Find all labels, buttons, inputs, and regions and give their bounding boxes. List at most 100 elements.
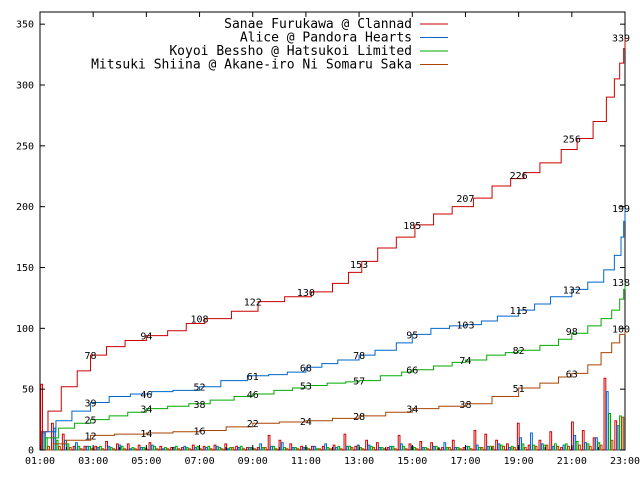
hourly-bar — [321, 445, 325, 451]
hourly-bar — [348, 445, 352, 451]
hourly-bar — [53, 427, 57, 451]
hourly-bar — [263, 447, 267, 451]
data-label: 153 — [350, 260, 368, 271]
hourly-bar — [174, 445, 178, 451]
data-label: 82 — [513, 346, 525, 357]
data-label: 34 — [406, 405, 418, 416]
hourly-bar — [359, 447, 362, 451]
hourly-bar — [220, 448, 224, 451]
hourly-bar — [291, 447, 295, 451]
hourly-bar — [207, 445, 211, 451]
hourly-bar — [133, 448, 137, 451]
hourly-bar — [55, 439, 59, 451]
data-label: 68 — [300, 363, 312, 374]
hourly-bar — [164, 447, 167, 451]
hourly-bar — [369, 445, 373, 451]
y-tick-label: 250 — [16, 141, 34, 152]
hourly-bar — [365, 439, 368, 451]
hourly-bar — [608, 413, 612, 451]
hourly-bar — [300, 445, 303, 451]
hourly-bar — [380, 447, 384, 451]
hourly-bar — [328, 448, 332, 451]
hourly-bar — [42, 432, 46, 451]
hourly-bar — [554, 443, 557, 451]
hourly-bar — [473, 430, 477, 451]
hourly-bar — [248, 447, 252, 451]
legend-label: Mitsuki Shiina @ Akane-iro Ni Somaru Sak… — [91, 58, 412, 73]
hourly-bar — [337, 445, 341, 451]
data-label: 130 — [297, 288, 315, 299]
data-label: 12 — [84, 431, 96, 442]
hourly-bar — [326, 447, 330, 451]
hourly-bar — [137, 444, 141, 451]
hourly-bar — [595, 437, 598, 451]
data-label: 24 — [300, 417, 312, 428]
hourly-bar — [424, 447, 427, 451]
hourly-bar — [246, 447, 249, 451]
data-label: 53 — [300, 382, 312, 393]
hourly-bar — [261, 447, 265, 451]
data-label: 38 — [459, 400, 471, 411]
hourly-bar — [426, 448, 430, 451]
hourly-bar — [302, 447, 306, 451]
y-tick-label: 150 — [16, 263, 34, 274]
hourly-bar — [166, 448, 170, 451]
hourly-bar — [202, 445, 206, 451]
hourly-bar — [616, 425, 620, 451]
hourly-bar — [521, 443, 525, 451]
x-tick-label: 15:00 — [397, 456, 427, 467]
hourly-bar — [343, 433, 347, 451]
hourly-bar — [270, 445, 273, 451]
hourly-bar — [475, 444, 479, 451]
hourly-bar — [313, 445, 317, 451]
hourly-bar — [610, 439, 614, 451]
hourly-bar — [378, 447, 382, 451]
data-label: 38 — [194, 400, 206, 411]
hourly-bar — [213, 444, 217, 451]
hourly-bar — [495, 439, 498, 451]
hourly-bar — [397, 434, 401, 451]
hourly-bar — [432, 445, 436, 451]
hourly-bar — [194, 447, 197, 451]
hourly-bar — [538, 439, 542, 451]
hourly-bar — [339, 448, 343, 451]
hourly-bar — [209, 448, 213, 451]
data-label: 226 — [510, 171, 528, 182]
hourly-bar — [376, 442, 379, 451]
hourly-bar — [499, 444, 503, 451]
data-label: 74 — [459, 356, 471, 367]
hourly-bar — [77, 445, 81, 451]
hourly-bar — [101, 448, 105, 451]
hourly-bar — [489, 445, 492, 451]
hourly-bar — [226, 448, 230, 451]
hourly-bar — [556, 445, 560, 451]
hourly-bar — [419, 440, 423, 451]
hourly-bar — [159, 445, 163, 451]
hourly-bar — [105, 440, 108, 451]
hourly-bar — [443, 442, 447, 451]
hourly-bar — [307, 448, 311, 451]
hourly-bar — [361, 448, 365, 451]
hourly-bar — [519, 437, 522, 451]
hourly-bar — [614, 420, 618, 451]
hourly-bar — [185, 447, 189, 451]
hourly-bar — [478, 447, 482, 451]
cumulative-lines — [40, 36, 626, 451]
hourly-bar — [430, 442, 433, 451]
hourly-bar — [324, 443, 327, 451]
hourly-bar — [112, 448, 116, 451]
data-label: 100 — [612, 324, 630, 335]
hourly-bar — [153, 445, 157, 451]
hourly-bar — [311, 445, 314, 451]
hourly-bar — [588, 445, 592, 451]
hourly-bar — [415, 448, 419, 451]
hourly-bar — [448, 447, 451, 451]
hourly-bars — [40, 377, 625, 451]
hourly-bar — [345, 445, 349, 451]
hourly-bar — [386, 447, 390, 451]
data-label: 57 — [353, 377, 365, 388]
hourly-bar — [215, 445, 219, 451]
data-label: 78 — [353, 351, 365, 362]
